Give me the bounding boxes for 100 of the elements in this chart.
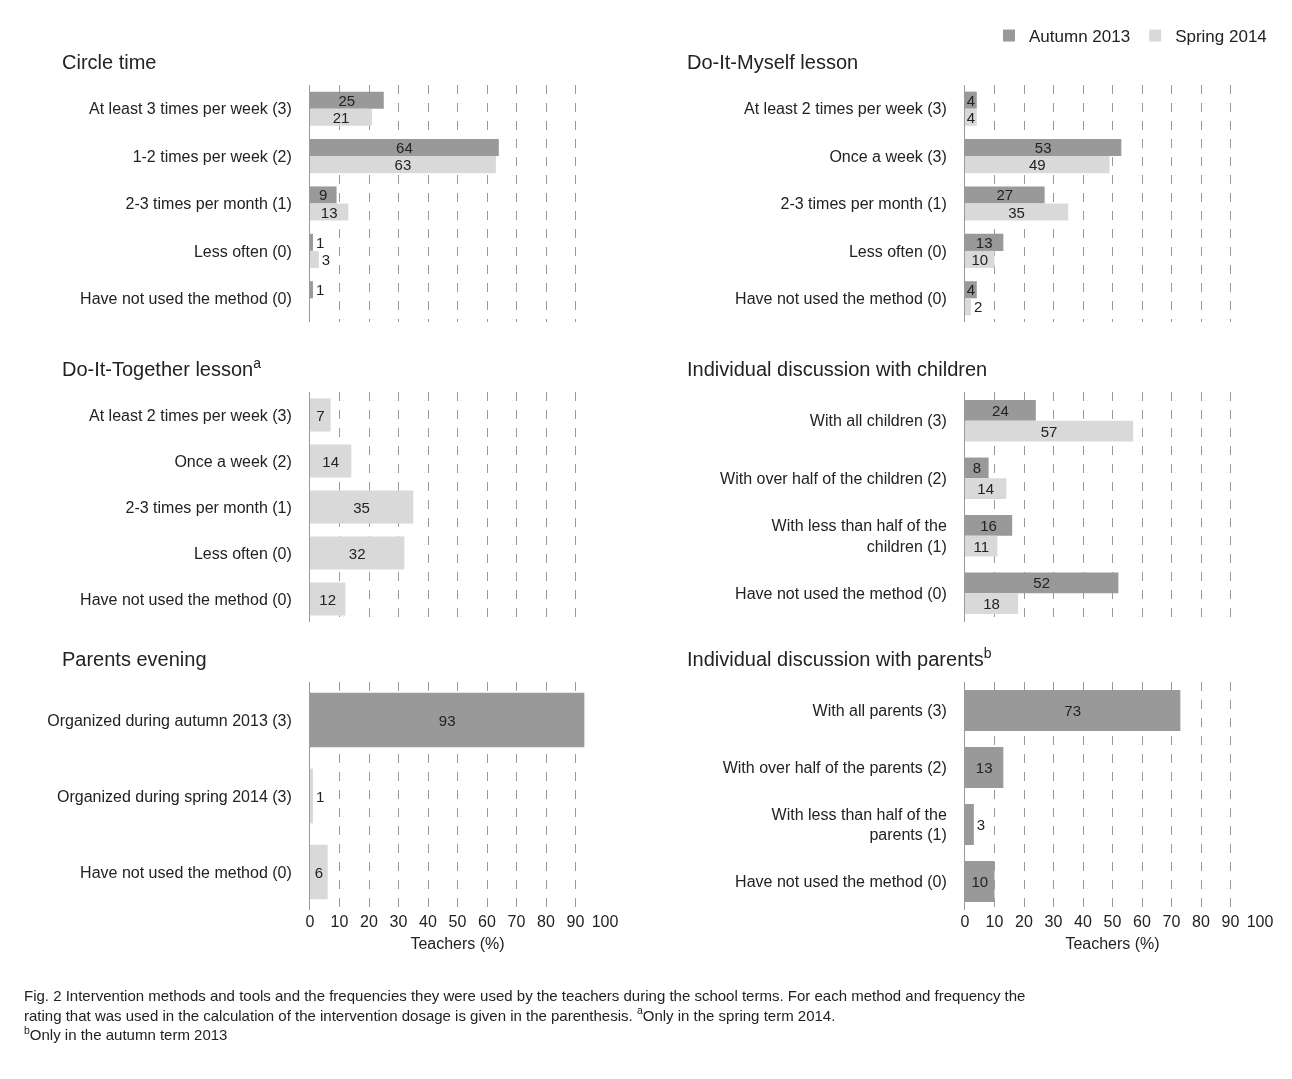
data-label: 93 bbox=[438, 711, 456, 729]
bar bbox=[310, 582, 346, 616]
y-tick-label: 2-3 times per month (1) bbox=[125, 195, 292, 213]
data-label: 4 bbox=[966, 91, 976, 109]
x-tick-label: 40 bbox=[1074, 913, 1092, 930]
text: Do-It-Myself lesson bbox=[687, 51, 859, 73]
data-label: 12 bbox=[319, 590, 337, 608]
x-tick-label: 20 bbox=[1015, 913, 1033, 930]
x-tick-label: 100 bbox=[591, 913, 619, 930]
data-label: 35 bbox=[1008, 203, 1025, 221]
y-tick-label: Once a week (2) bbox=[174, 452, 292, 470]
y-tick-label: At least 2 times per week (3) bbox=[744, 100, 947, 118]
x-tick-label: 80 bbox=[1192, 913, 1210, 930]
data-label: 21 bbox=[332, 108, 350, 126]
bar bbox=[965, 156, 1110, 174]
y-tick-label: At least 2 times per week (3) bbox=[89, 406, 292, 424]
data-label: 10 bbox=[971, 250, 989, 268]
bar bbox=[310, 490, 414, 524]
y-tick-label: Have not used the method (0) bbox=[80, 289, 292, 307]
bar bbox=[310, 250, 319, 268]
x-tick-label: 40 bbox=[419, 913, 437, 930]
x-tick-label: 60 bbox=[1133, 913, 1151, 930]
y-tick-label: Less often (0) bbox=[193, 544, 292, 562]
data-label: 4 bbox=[966, 281, 976, 299]
data-label: 73 bbox=[1064, 702, 1082, 719]
data-label: 63 bbox=[394, 156, 412, 174]
data-label: 16 bbox=[980, 516, 997, 534]
data-label: 53 bbox=[1034, 139, 1052, 157]
data-label: 3 bbox=[321, 250, 331, 268]
x-tick-label: 70 bbox=[507, 913, 526, 930]
bar bbox=[965, 478, 1007, 499]
x-tick-label: 0 bbox=[960, 913, 970, 930]
data-label: 10 bbox=[971, 873, 989, 890]
y-tick-label: Have not used the method (0) bbox=[735, 873, 947, 891]
y-tick-label: With less than half of the children (1) bbox=[771, 516, 947, 555]
data-label: 1 bbox=[315, 233, 325, 251]
legend-label: Autumn 2013 bbox=[1029, 27, 1131, 47]
data-label: 14 bbox=[322, 452, 339, 470]
y-tick-label: Organized during spring 2014 (3) bbox=[56, 787, 292, 805]
chart-title: Individual discussion with children bbox=[687, 358, 988, 380]
y-tick-label: Once a week (3) bbox=[829, 147, 947, 165]
data-label: 4 bbox=[966, 108, 976, 126]
x-tick-label: 30 bbox=[389, 913, 408, 930]
bar bbox=[965, 420, 1134, 442]
x-tick-label: 90 bbox=[1221, 913, 1240, 930]
data-label: 8 bbox=[972, 459, 981, 477]
data-label: 13 bbox=[320, 203, 338, 221]
data-label: 18 bbox=[983, 595, 1000, 613]
x-tick-label: 60 bbox=[478, 913, 496, 930]
data-label: 64 bbox=[396, 139, 413, 157]
data-label: 11 bbox=[973, 537, 990, 555]
x-tick-label: 90 bbox=[566, 913, 585, 930]
x-tick-label: 70 bbox=[1162, 913, 1181, 930]
y-tick-label: With less than half of the parents (1) bbox=[771, 805, 947, 844]
y-tick-label: Have not used the method (0) bbox=[80, 590, 292, 608]
y-tick-label: Have not used the method (0) bbox=[735, 289, 947, 307]
bar bbox=[965, 298, 971, 316]
x-tick-label: 20 bbox=[360, 913, 378, 930]
data-label: 49 bbox=[1028, 156, 1046, 174]
text: Circle time bbox=[62, 51, 157, 73]
bar bbox=[310, 398, 331, 432]
bar bbox=[965, 203, 1069, 221]
bar bbox=[310, 844, 328, 900]
x-tick-label: 30 bbox=[1044, 913, 1063, 930]
bar bbox=[310, 156, 496, 174]
x-axis-title: Teachers (%) bbox=[1065, 934, 1160, 952]
chart-title: Do-It-Together lesson$^{a}$ bbox=[62, 355, 262, 381]
data-label: 57 bbox=[1040, 422, 1058, 440]
y-tick-label: With all parents (3) bbox=[812, 702, 947, 720]
x-tick-label: 10 bbox=[985, 913, 1004, 930]
legend-label: Spring 2014 bbox=[1175, 27, 1267, 47]
bar bbox=[310, 108, 372, 126]
x-tick-label: 80 bbox=[537, 913, 555, 930]
data-label: 7 bbox=[316, 406, 325, 424]
y-tick-label: 2-3 times per month (1) bbox=[780, 195, 947, 213]
data-label: 27 bbox=[996, 186, 1014, 204]
chart-title: Individual discussion with parents$^{b}$ bbox=[687, 645, 992, 671]
data-label: 9 bbox=[319, 186, 328, 204]
y-tick-label: 2-3 times per month (1) bbox=[125, 498, 292, 516]
x-axis-title: Teachers (%) bbox=[410, 934, 505, 952]
data-label: 6 bbox=[314, 863, 324, 881]
data-label: 35 bbox=[353, 498, 370, 516]
y-tick-label: With over half of the children (2) bbox=[720, 469, 947, 487]
x-tick-label: 0 bbox=[305, 913, 315, 930]
bar bbox=[965, 593, 1019, 614]
x-tick-label: 50 bbox=[1103, 913, 1122, 930]
x-tick-label: 50 bbox=[448, 913, 467, 930]
y-tick-label: Less often (0) bbox=[848, 242, 947, 260]
bar bbox=[310, 444, 352, 478]
data-label: 14 bbox=[977, 480, 994, 498]
y-tick-label: Have not used the method (0) bbox=[80, 863, 292, 881]
data-label: 2 bbox=[973, 298, 983, 316]
data-label: 1 bbox=[315, 281, 325, 299]
data-label: 13 bbox=[975, 233, 993, 251]
data-label: 25 bbox=[338, 91, 356, 109]
data-label: 32 bbox=[348, 544, 366, 562]
data-label: 24 bbox=[992, 401, 1009, 419]
y-tick-label: 1-2 times per week (2) bbox=[132, 147, 292, 165]
data-label: 52 bbox=[1033, 574, 1051, 592]
text: Fig. 2 Intervention methods and tools and the frequencies they were used by the teachers during the school terms. For each method and frequency the rating that was used in the calculation of the intervention dosage is given in the parenthesis. $^{a}$Only in the spring term 2014. $^{b}$Only in the autumn term 2013 bbox=[24, 987, 1026, 1043]
